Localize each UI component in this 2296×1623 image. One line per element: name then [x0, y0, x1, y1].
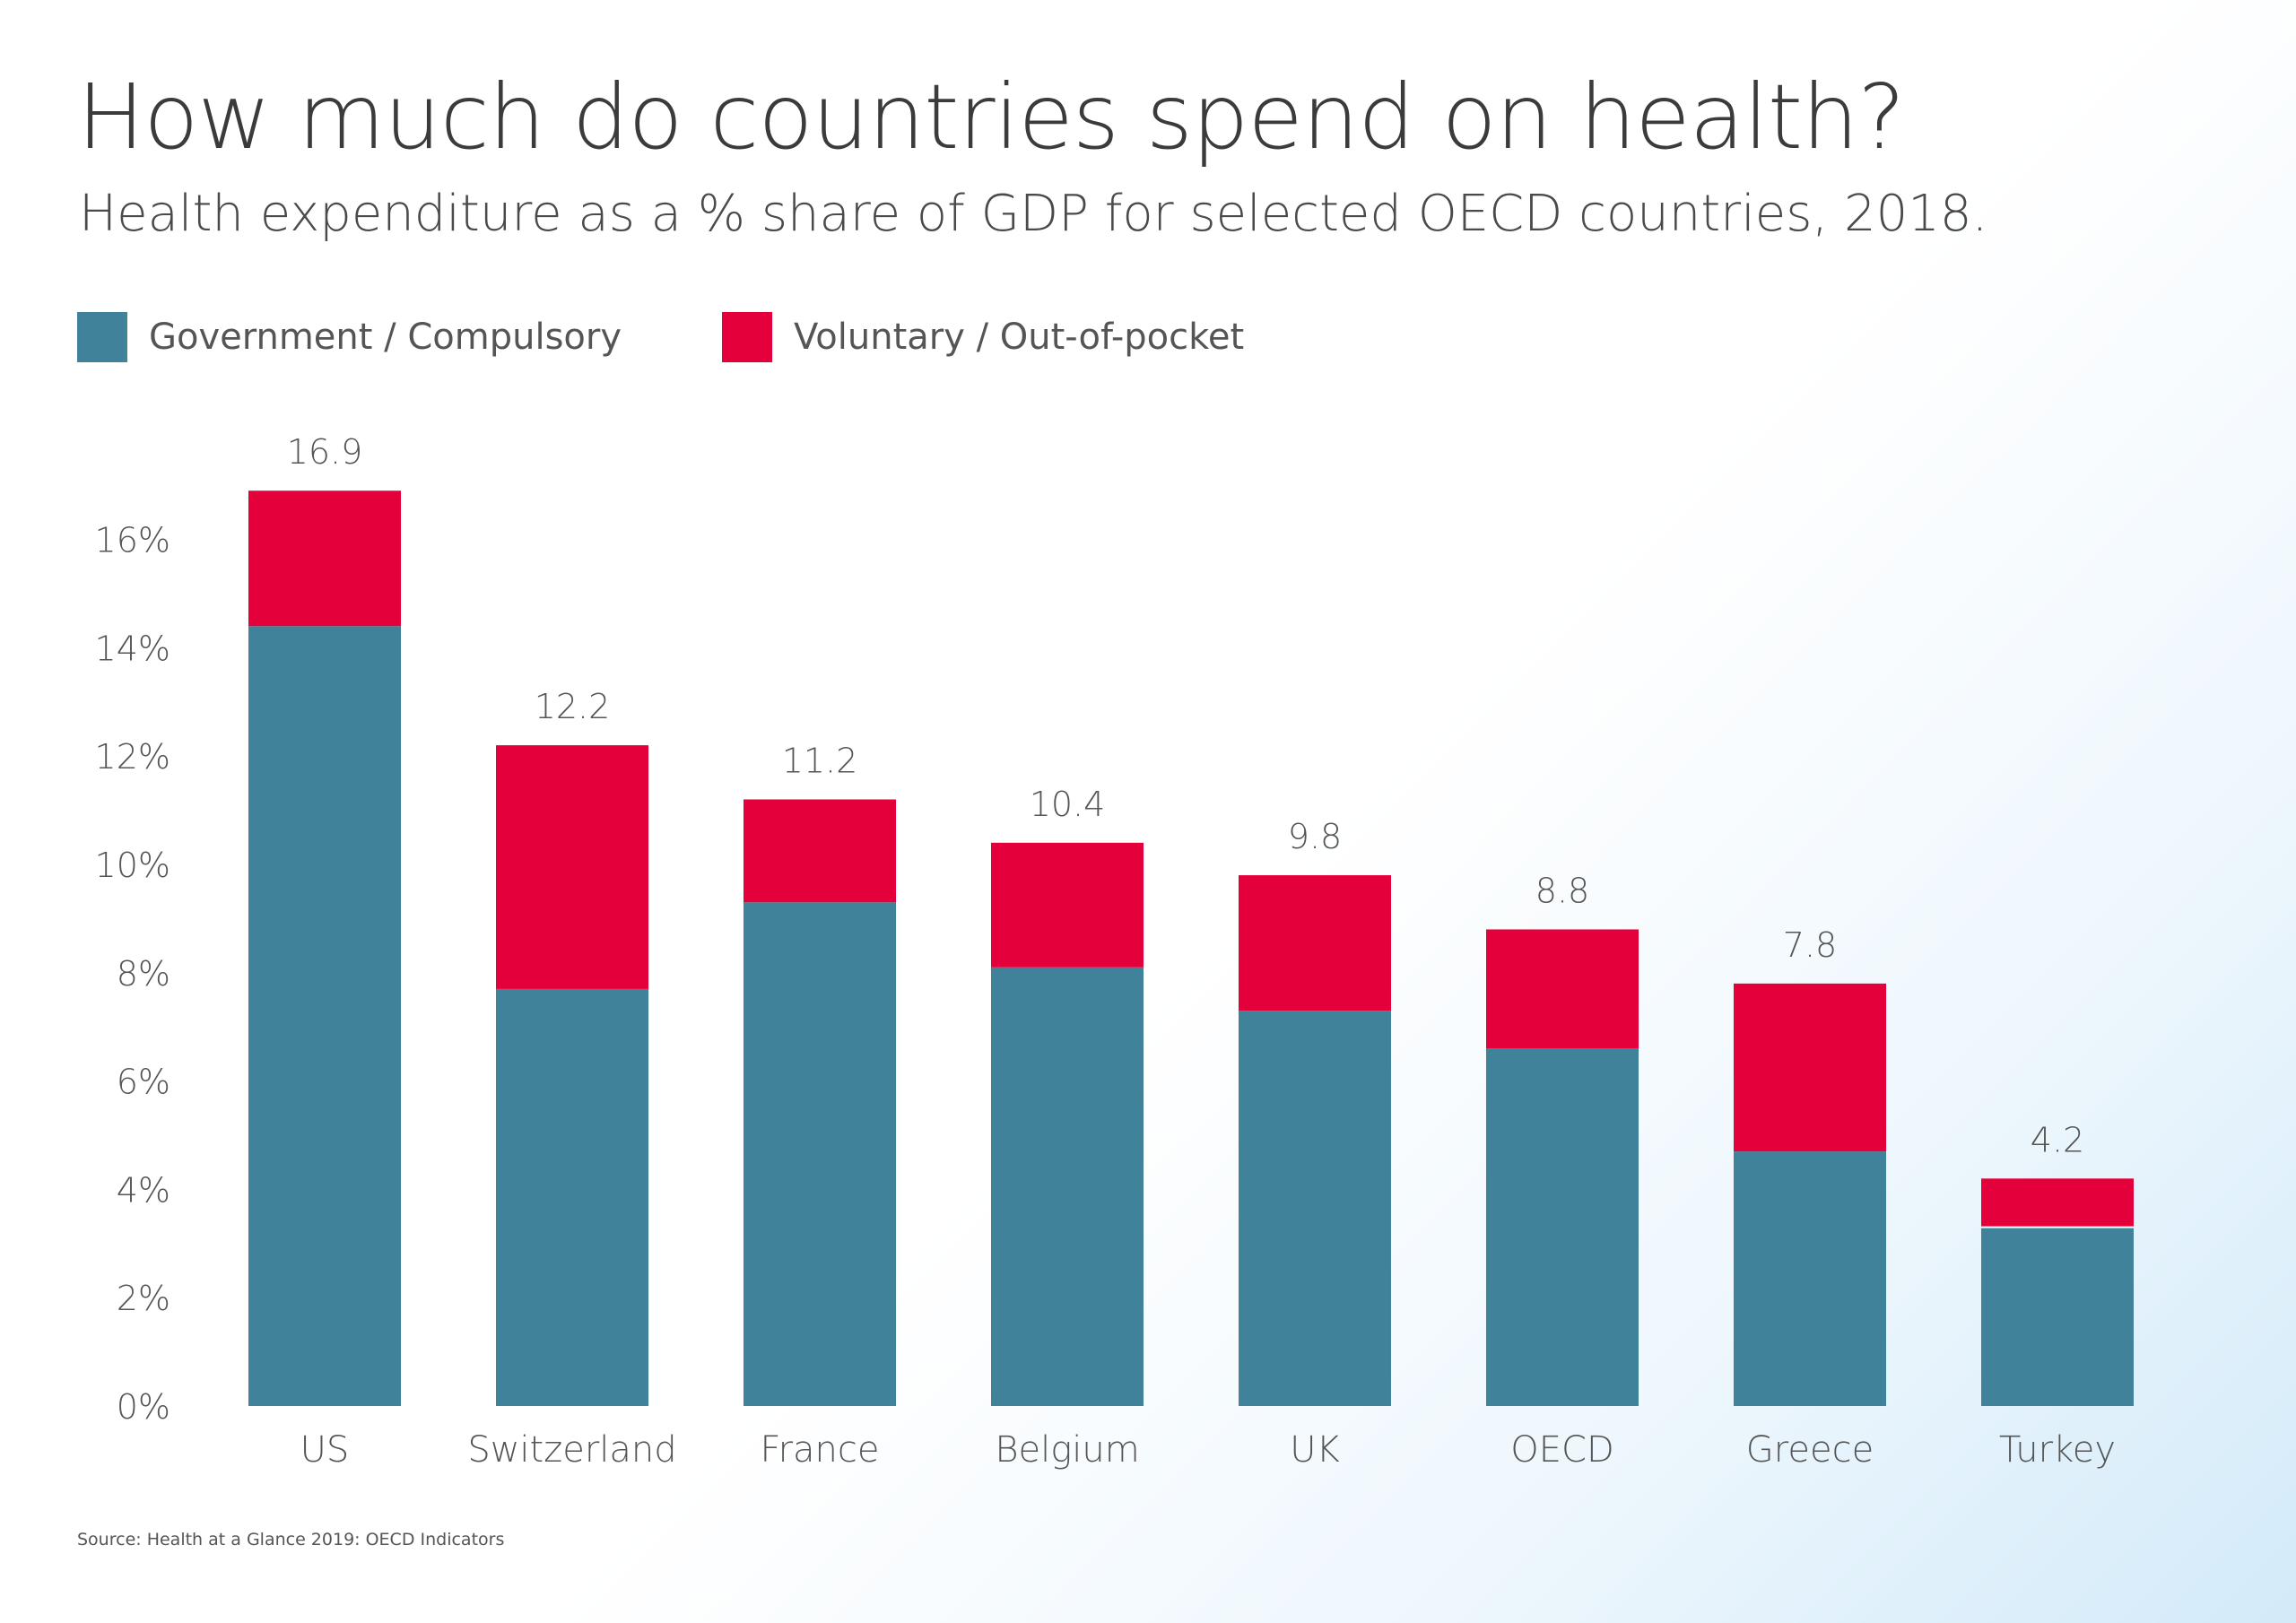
legend-item-government: Government / Compulsory [77, 312, 622, 362]
legend-label-government: Government / Compulsory [149, 317, 622, 358]
x-tick-label-belgium: Belgium [995, 1429, 1139, 1471]
y-tick-label: 10% [95, 846, 170, 885]
bar-greece-government [1734, 1151, 1886, 1406]
x-tick-label-us: US [300, 1429, 350, 1471]
y-tick-label: 8% [117, 954, 170, 994]
bar-oecd-voluntary [1486, 929, 1639, 1049]
legend-swatch-voluntary [722, 312, 773, 362]
legend: Government / Compulsory Voluntary / Out-… [77, 312, 1344, 362]
total-label-greece: 7.8 [1783, 925, 1837, 965]
x-tick-label-greece: Greece [1746, 1429, 1874, 1471]
y-tick-label: 4% [117, 1170, 170, 1210]
bar-france-voluntary [744, 799, 896, 903]
bar-belgium-voluntary [991, 842, 1144, 968]
y-tick-label: 0% [117, 1387, 170, 1427]
y-tick-label: 6% [117, 1063, 170, 1102]
y-tick-label: 16% [95, 521, 170, 560]
total-label-turkey: 4.2 [2031, 1120, 2084, 1159]
total-label-belgium: 10.4 [1030, 785, 1106, 824]
bar-uk-voluntary [1239, 875, 1391, 1011]
legend-item-voluntary: Voluntary / Out-of-pocket [722, 312, 1244, 362]
chart-title: How much do countries spend on health? [77, 65, 1905, 169]
total-label-oecd: 8.8 [1535, 871, 1589, 910]
bar-uk-government [1239, 1011, 1391, 1406]
x-tick-label-oecd: OECD [1510, 1429, 1614, 1471]
bar-us-government [248, 626, 401, 1406]
y-tick-label: 14% [95, 629, 170, 668]
bar-france-government [744, 902, 896, 1406]
bar-belgium-government [991, 967, 1144, 1406]
total-label-uk: 9.8 [1288, 817, 1342, 856]
bar-switzerland-voluntary [496, 745, 648, 989]
bars: 16.9 US 12.2 Switzerland 11.2 France 10.4 Belgi… [248, 432, 2134, 1471]
x-tick-label-france: France [760, 1429, 879, 1471]
bar-oecd-government [1486, 1048, 1639, 1406]
total-label-france: 11.2 [782, 742, 858, 781]
legend-label-voluntary: Voluntary / Out-of-pocket [794, 317, 1245, 358]
x-tick-label-uk: UK [1290, 1429, 1340, 1471]
bar-greece-voluntary [1734, 983, 1886, 1152]
chart-subtitle: Health expenditure as a % share of GDP f… [79, 185, 1988, 243]
x-tick-label-switzerland: Switzerland [467, 1429, 676, 1471]
bar-us-voluntary [248, 490, 401, 627]
x-tick-label-turkey: Turkey [1999, 1429, 2116, 1471]
bar-turkey-government [1981, 1227, 2134, 1406]
y-tick-label: 2% [117, 1279, 170, 1318]
bar-turkey-voluntary [1981, 1178, 2134, 1228]
total-label-switzerland: 12.2 [535, 687, 611, 726]
source-note: Source: Health at a Glance 2019: OECD In… [77, 1530, 505, 1549]
y-axis: 0% 2% 4% 6% 8% 10% 12% 14% 16% [95, 521, 170, 1427]
total-label-us: 16.9 [287, 432, 363, 472]
y-tick-label: 12% [95, 737, 170, 777]
bar-switzerland-government [496, 988, 648, 1406]
legend-swatch-government [77, 312, 127, 362]
